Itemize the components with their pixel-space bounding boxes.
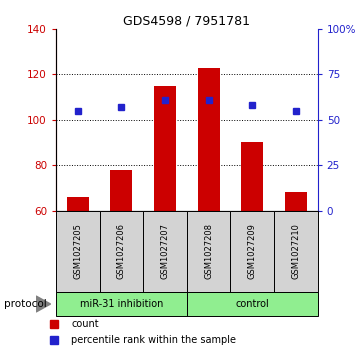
Bar: [100, 211, 143, 292]
Text: percentile rank within the sample: percentile rank within the sample: [71, 335, 236, 345]
Text: GSM1027208: GSM1027208: [204, 223, 213, 280]
Bar: [285, 192, 307, 211]
Text: miR-31 inhibition: miR-31 inhibition: [80, 299, 163, 309]
Text: protocol: protocol: [4, 299, 46, 309]
Text: GSM1027207: GSM1027207: [161, 223, 170, 280]
Text: GSM1027205: GSM1027205: [73, 224, 82, 279]
Title: GDS4598 / 7951781: GDS4598 / 7951781: [123, 15, 250, 28]
Bar: [56, 211, 100, 292]
Bar: [187, 211, 230, 292]
Text: GSM1027210: GSM1027210: [291, 224, 300, 279]
Text: control: control: [235, 299, 269, 309]
Bar: [198, 68, 219, 211]
Bar: [274, 211, 318, 292]
Text: GSM1027209: GSM1027209: [248, 224, 257, 279]
Text: count: count: [71, 319, 99, 329]
Bar: [56, 292, 187, 316]
Bar: [143, 211, 187, 292]
Bar: [230, 211, 274, 292]
Polygon shape: [36, 296, 51, 312]
Bar: [154, 86, 176, 211]
Bar: [110, 170, 132, 211]
Bar: [67, 197, 89, 211]
Text: GSM1027206: GSM1027206: [117, 223, 126, 280]
Bar: [187, 292, 318, 316]
Bar: [242, 142, 263, 211]
